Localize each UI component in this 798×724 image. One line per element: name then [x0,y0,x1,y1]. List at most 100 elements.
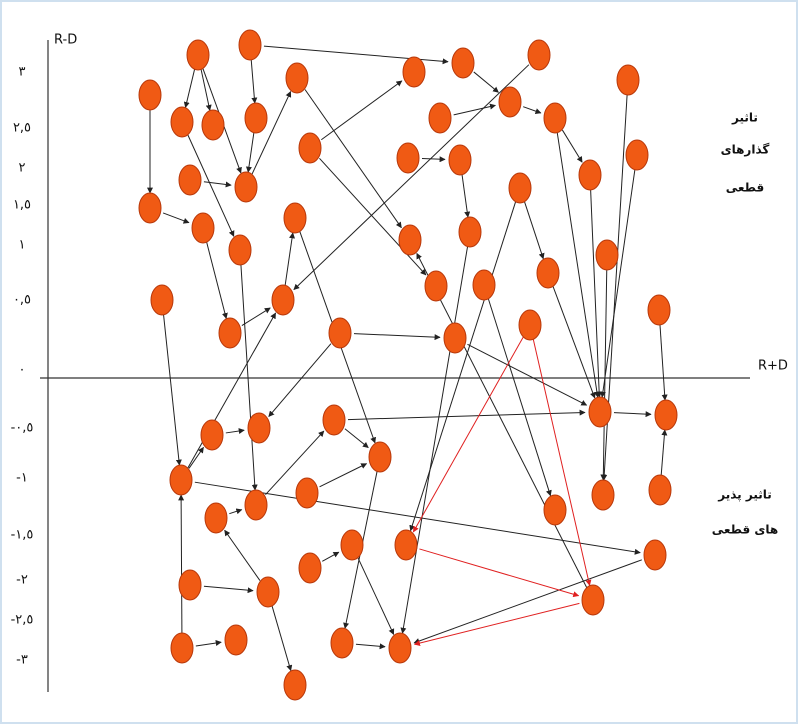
node [368,441,392,473]
y-axis-label: -٠,٥ [11,421,34,436]
edge [178,494,185,635]
annotation: گذارهای [721,143,770,157]
node [588,396,612,428]
edge [660,429,668,477]
node [283,669,307,701]
node [448,144,472,176]
edges [147,45,668,672]
node [298,132,322,164]
edge [523,201,545,260]
node [150,284,174,316]
edge [613,411,652,418]
edge [357,557,395,635]
y-axis-label: -٢ [16,573,28,588]
node [170,106,194,138]
y-axis-label: ١ [19,238,26,253]
edge [659,323,668,401]
node [472,269,496,301]
node [396,142,420,174]
edge [319,158,427,276]
edge [322,551,340,562]
node [283,202,307,234]
edge [523,106,542,114]
y-axis-label: ٠,٥ [13,293,31,308]
edge [473,71,499,93]
node [234,171,258,203]
node [536,257,560,289]
node [451,47,475,79]
node [247,412,271,444]
node [508,172,532,204]
node [186,39,210,71]
node [648,474,672,506]
edge [421,156,446,163]
annotation: های قطعی [712,523,778,537]
node [443,322,467,354]
node [518,309,542,341]
red-edge [532,338,592,586]
y-axis-label: -١,٥ [11,528,34,543]
edge [556,131,600,398]
node [527,39,551,71]
node [191,212,215,244]
y-axis-label: -٣ [16,653,28,668]
node [256,576,280,608]
edge [188,446,204,469]
edge [284,232,296,287]
y-axis-label: ١,٥ [13,198,31,213]
red-edge [412,336,524,533]
red-edge [419,548,580,598]
edge [162,212,190,224]
nodes [138,29,678,701]
node [643,539,667,571]
node [295,477,319,509]
node [578,159,602,191]
node [244,102,268,134]
edge [413,559,643,644]
edge [353,333,441,341]
node [595,239,619,271]
node [298,552,322,584]
edge [453,103,496,116]
edge [203,585,254,594]
edge [599,168,636,398]
edge [561,129,583,163]
labels: ٣ ٢,٥ ٢ ١,٥ ١ ٠,٥ ٠ -٠,٥ -١ -١,٥ -٢ -٢,٥ -٣ تاثیر گذار… [11,65,779,668]
y-axis-label: ٣ [19,65,26,80]
y-axis-label: -١ [16,471,28,486]
edge [487,298,552,497]
node [428,102,452,134]
edge [251,91,292,175]
node [543,102,567,134]
node [340,529,364,561]
edge [224,529,261,581]
annotation: قطعی [726,181,764,195]
node [204,502,228,534]
node [170,632,194,664]
node [394,529,418,561]
edge [319,463,368,488]
node [138,192,162,224]
edge [265,430,325,496]
node [218,317,242,349]
node [330,627,354,659]
y-axis-label: ٠ [19,363,26,378]
node [625,139,649,171]
edge [240,263,258,491]
edge [183,68,196,108]
annotation: تاثیر پذیر [717,488,771,502]
edge [162,313,182,466]
node [201,109,225,141]
node [200,419,224,451]
x-axis-title: R+D [758,359,788,374]
edge [467,343,588,406]
edge [206,241,228,320]
node [328,317,352,349]
edge [600,268,608,481]
node [616,64,640,96]
edge [241,307,271,327]
node [322,404,346,436]
edge [590,188,603,398]
node [581,584,605,616]
